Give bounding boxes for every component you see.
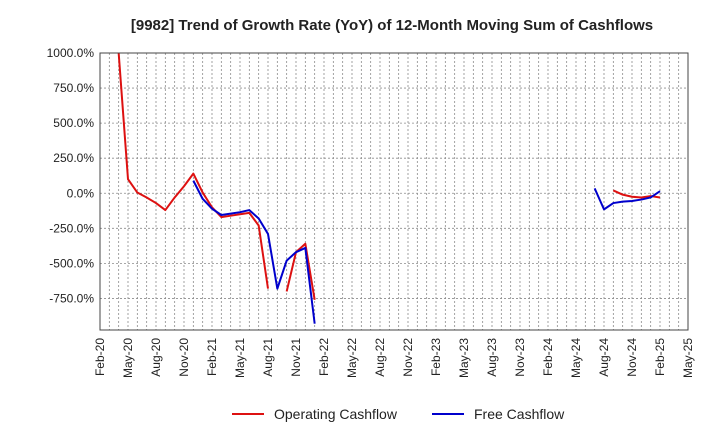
- x-tick-label: May-21: [233, 338, 247, 378]
- x-tick-label: Feb-20: [93, 338, 107, 376]
- chart-title: [9982] Trend of Growth Rate (YoY) of 12-…: [131, 17, 653, 34]
- y-tick-label: 250.0%: [53, 151, 94, 165]
- x-tick-label: Nov-20: [177, 338, 191, 377]
- legend: Operating Cashflow Free Cashflow: [232, 406, 565, 422]
- x-tick-label: May-20: [121, 338, 135, 378]
- x-tick-label: Nov-22: [401, 338, 415, 377]
- x-tick-label: Aug-20: [149, 338, 163, 377]
- plot-frame: [99, 52, 689, 331]
- y-tick-label: -750.0%: [49, 291, 94, 305]
- x-tick-label: Feb-23: [429, 338, 443, 376]
- x-tick-label: Aug-22: [373, 338, 387, 377]
- x-tick-label: Feb-21: [205, 338, 219, 376]
- x-tick-label: May-23: [457, 338, 471, 378]
- x-tick-label: Aug-21: [261, 338, 275, 377]
- y-tick-label: 500.0%: [53, 116, 94, 130]
- series-lines: [117, 53, 661, 324]
- series-line: [285, 242, 316, 301]
- legend-label: Operating Cashflow: [274, 406, 398, 422]
- x-tick-label: Feb-24: [541, 338, 555, 376]
- x-tick-label: Feb-22: [317, 338, 331, 376]
- y-tick-label: 750.0%: [53, 81, 94, 95]
- x-tick-label: Nov-21: [289, 338, 303, 377]
- x-tick-label: May-24: [569, 338, 583, 378]
- y-tick-label: -500.0%: [49, 256, 94, 270]
- x-tick-label: May-22: [345, 338, 359, 378]
- x-tick-label: Feb-25: [653, 338, 667, 376]
- x-tick-label: May-25: [681, 338, 695, 378]
- x-tick-label: Nov-24: [625, 338, 639, 377]
- x-tick-label: Aug-23: [485, 338, 499, 377]
- x-tick-label: Aug-24: [597, 338, 611, 377]
- legend-label: Free Cashflow: [474, 406, 565, 422]
- series-line: [117, 53, 269, 289]
- grid-lines: [100, 52, 688, 330]
- series-line: [593, 187, 661, 211]
- y-tick-label: 1000.0%: [47, 46, 95, 60]
- series-line: [192, 180, 316, 324]
- y-axis-ticks: 1000.0% 750.0% 500.0% 250.0% 0.0% -250.0% -500…: [47, 46, 95, 305]
- x-tick-label: Nov-23: [513, 338, 527, 377]
- y-tick-label: 0.0%: [67, 186, 95, 200]
- x-axis-ticks: Feb-20 May-20 Aug-20 Nov-20 Feb-21 May-21 Aug-…: [93, 338, 695, 378]
- y-tick-label: -250.0%: [49, 221, 94, 235]
